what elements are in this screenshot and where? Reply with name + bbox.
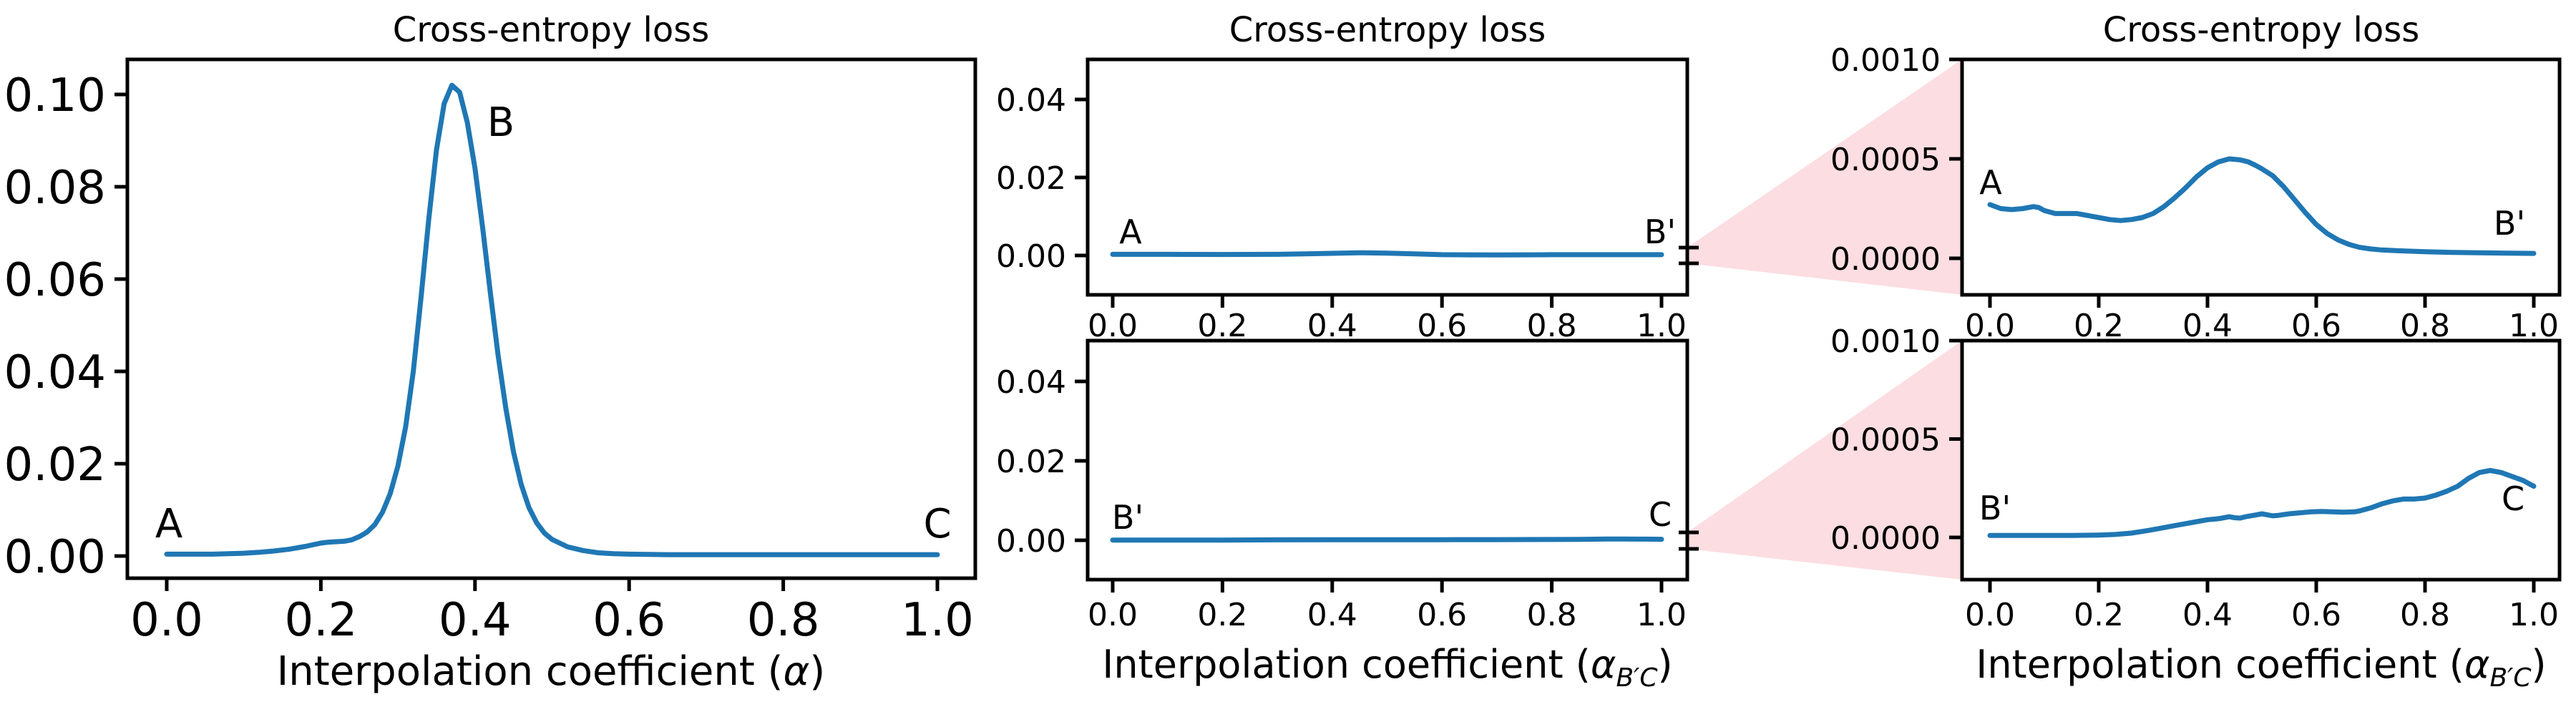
x-tick-label-right-bottom: 0.4 (2182, 597, 2233, 633)
x-tick-label-left: 0.8 (747, 594, 820, 647)
y-tick-label-right-top: 0.0000 (1830, 241, 1941, 278)
y-tick-label-right-bottom: 0.0005 (1830, 422, 1941, 459)
x-tick-label-middle-bottom: 0.2 (1197, 597, 1247, 633)
x-tick-label-right-top: 0.0 (1965, 308, 2015, 344)
x-tick-label-right-top: 0.2 (2074, 308, 2124, 344)
x-tick-label-right-top: 0.6 (2291, 308, 2341, 344)
y-tick-label-left: 0.02 (4, 439, 107, 492)
x-tick-label-right-top: 0.8 (2400, 308, 2450, 344)
x-tick-label-middle-bottom: 0.8 (1527, 597, 1577, 633)
y-tick-label-middle-top: 0.04 (996, 82, 1066, 119)
axes-right-bottom: 0.0 0.2 0.4 0.6 0.8 1.0 0.0000 0.0005 0.0010 (1830, 323, 2562, 633)
annotation-B-left: B (487, 99, 514, 146)
x-tick-label-middle-top: 0.2 (1197, 308, 1247, 344)
x-tick-label-right-top: 1.0 (2509, 308, 2559, 344)
x-axis-label-left: Interpolation coefficient (α) (277, 648, 826, 695)
zoom-indicator-bracket-top (1679, 245, 1699, 265)
y-tick-label-right-top: 0.0010 (1830, 42, 1941, 79)
axes-spines-middle-bottom (1085, 338, 1689, 582)
zoom-wedge-top (1687, 59, 1962, 295)
annotation-A-right-top: A (1979, 163, 2002, 202)
x-tick-label-left: 0.6 (592, 594, 665, 647)
y-tick-label-left: 0.08 (4, 162, 107, 215)
plot-title-middle: Cross-entropy loss (1229, 10, 1546, 50)
zoom-indicator-bracket-bottom (1679, 530, 1699, 551)
x-tick-label-middle-bottom: 0.0 (1088, 597, 1138, 633)
annotation-Bprime-middle-bottom: B' (1112, 498, 1143, 537)
y-tick-label-left: 0.06 (4, 254, 107, 307)
axes-left: 0.0 0.2 0.4 0.6 0.8 1.0 0.00 0.02 0.04 0.06 0.08 0.… (4, 57, 977, 647)
annotation-C-middle-bottom: C (1649, 495, 1672, 534)
zoom-wedge-bottom (1687, 341, 1962, 580)
plot-title-left: Cross-entropy loss (393, 10, 710, 50)
annotation-A-left: A (155, 501, 182, 547)
plot-title-right: Cross-entropy loss (2103, 10, 2420, 50)
x-tick-label-left: 0.2 (285, 594, 358, 647)
x-tick-label-right-bottom: 0.8 (2400, 597, 2450, 633)
x-axis-label-middle: Interpolation coefficient (αB′C) (1102, 642, 1672, 693)
x-tick-label-middle-bottom: 0.6 (1417, 597, 1467, 633)
y-tick-label-middle-bottom: 0.02 (996, 444, 1066, 480)
y-tick-label-left: 0.00 (4, 531, 107, 584)
y-tick-label-right-bottom: 0.0000 (1830, 520, 1941, 557)
x-tick-label-right-bottom: 0.2 (2074, 597, 2124, 633)
y-tick-label-left: 0.10 (4, 69, 107, 122)
loss-curve-middle-bottom (1110, 536, 1664, 543)
x-tick-label-left: 0.4 (439, 594, 512, 647)
x-tick-label-middle-bottom: 0.4 (1307, 597, 1357, 633)
axes-spines-right-top (1960, 57, 2562, 297)
y-tick-label-right-bottom: 0.0010 (1830, 323, 1941, 360)
x-tick-label-left: 1.0 (901, 594, 974, 647)
y-tick-label-middle-top: 0.00 (996, 238, 1066, 275)
y-tick-label-middle-bottom: 0.04 (996, 364, 1066, 401)
x-tick-label-middle-bottom: 1.0 (1636, 597, 1687, 633)
loss-curve-right-top (1987, 156, 2537, 256)
annotation-Bprime-middle-top: B' (1644, 213, 1676, 251)
y-tick-label-middle-bottom: 0.00 (996, 523, 1066, 560)
loss-curve-left (164, 82, 940, 557)
annotation-Bprime-right-bottom: B' (1979, 489, 2011, 527)
annotation-C-left: C (923, 501, 951, 547)
x-tick-label-left: 0.0 (130, 594, 203, 647)
y-tick-label-right-top: 0.0005 (1830, 142, 1941, 178)
x-tick-label-right-bottom: 0.0 (1965, 597, 2015, 633)
loss-curve-middle-top (1110, 250, 1664, 258)
axes-middle-top: 0.0 0.2 0.4 0.6 0.8 1.0 0.00 0.02 0.04 (996, 57, 1689, 344)
annotation-Bprime-right-top: B' (2494, 204, 2525, 243)
y-tick-label-middle-top: 0.02 (996, 160, 1066, 197)
x-tick-label-right-top: 0.4 (2182, 308, 2233, 344)
axes-spines-middle-top (1085, 57, 1689, 297)
loss-curve-right-bottom (1987, 468, 2537, 538)
annotation-A-middle-top: A (1119, 213, 1142, 251)
x-tick-label-middle-top: 0.0 (1088, 308, 1138, 344)
axes-spines-left (125, 57, 977, 580)
x-tick-label-right-bottom: 1.0 (2509, 597, 2559, 633)
x-tick-label-middle-top: 1.0 (1636, 308, 1687, 344)
axes-middle-bottom: 0.0 0.2 0.4 0.6 0.8 1.0 0.00 0.02 0.04 (996, 338, 1689, 633)
x-axis-label-right: Interpolation coefficient (αB′C) (1976, 642, 2546, 693)
axes-spines-right-bottom (1960, 338, 2562, 582)
x-tick-label-right-bottom: 0.6 (2291, 597, 2341, 633)
axes-right-top: 0.0 0.2 0.4 0.6 0.8 1.0 0.0000 0.0005 0.0010 (1830, 42, 2562, 344)
annotation-C-right-bottom: C (2502, 479, 2524, 518)
x-tick-label-middle-top: 0.4 (1307, 308, 1357, 344)
x-tick-label-middle-top: 0.8 (1527, 308, 1577, 344)
y-tick-label-left: 0.04 (4, 346, 107, 399)
x-tick-label-middle-top: 0.6 (1417, 308, 1467, 344)
